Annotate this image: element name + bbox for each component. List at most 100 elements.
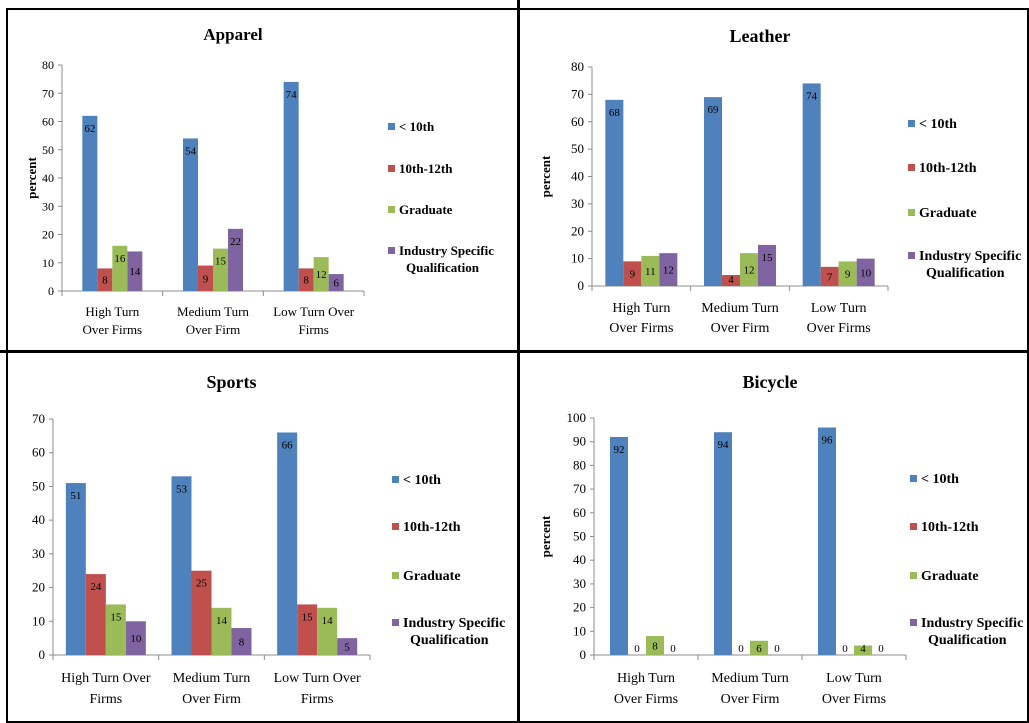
- legend-label: Qualification: [406, 260, 480, 275]
- y-tick-label: 0: [578, 278, 585, 293]
- bar-grade10_12: [97, 268, 113, 291]
- x-tick-label: Over Firm: [182, 692, 241, 707]
- y-tick-label: 70: [42, 86, 54, 100]
- y-tick-label: 40: [573, 552, 586, 567]
- bar-lt10: [283, 81, 299, 291]
- bar-industry: [659, 253, 678, 286]
- data-label: 0: [634, 643, 640, 655]
- x-tick-label: Over Firms: [822, 692, 886, 707]
- data-label: 4: [860, 643, 866, 655]
- legend-label: Graduate: [921, 569, 979, 584]
- bar-grade10_12: [722, 275, 740, 286]
- y-tick-label: 60: [32, 445, 45, 460]
- x-tick-label: Over Firms: [83, 322, 143, 337]
- apparel-chart: Apparel percent 0 10 20 30 40 50 60 70 80 High Turn…: [24, 25, 494, 337]
- y-tick-label: 40: [571, 169, 584, 184]
- bar-industry: [228, 228, 243, 291]
- x-tick-label: Low Turn: [826, 671, 882, 686]
- data-label: 8: [239, 637, 245, 649]
- x-tick-label: Medium Turn: [711, 671, 788, 686]
- legend-swatch: [392, 523, 399, 530]
- y-tick-label: 50: [573, 529, 586, 544]
- y-tick-label: 20: [42, 228, 54, 242]
- legend-swatch: [388, 123, 395, 130]
- legend-swatch: [910, 572, 917, 579]
- y-axis-label: percent: [24, 157, 39, 199]
- y-axis-label: percent: [538, 155, 553, 197]
- y-tick-label: 60: [573, 505, 586, 520]
- data-label: 94: [718, 439, 730, 451]
- bar-lt10: [610, 436, 628, 655]
- bar-industry: [231, 628, 252, 655]
- bar-industry: [758, 244, 776, 286]
- data-label: 8: [652, 641, 658, 653]
- data-label: 12: [744, 265, 755, 277]
- data-label: 53: [176, 483, 188, 495]
- bar-grade10_12: [85, 574, 106, 655]
- legend-label: Industry Specific: [919, 249, 1021, 264]
- sports-chart-panel: Sports 0 10 20 30 40 50 60 70 High Turn Over Firms…: [6, 351, 519, 723]
- legend-label: < 10th: [403, 473, 441, 488]
- data-label: 14: [216, 615, 228, 627]
- y-tick-label: 40: [32, 512, 45, 527]
- x-tick-label: Over Firm: [721, 692, 780, 707]
- bar-graduate: [854, 645, 872, 655]
- legend-swatch: [388, 165, 395, 172]
- legend-label: Industry Specific: [921, 616, 1023, 631]
- data-label: 11: [645, 266, 656, 278]
- y-tick-label: 60: [571, 114, 584, 129]
- bar-graduate: [838, 261, 857, 286]
- vertical-divider: [517, 0, 520, 723]
- data-label: 6: [333, 278, 339, 290]
- y-tick-label: 30: [573, 576, 586, 591]
- y-axis-label: percent: [538, 515, 553, 557]
- leather-chart-panel: Leather percent 0 10 20 30 40 50 60 70 80 High Turn…: [518, 8, 1029, 352]
- x-tick-label: High Turn: [612, 301, 670, 316]
- y-tick-label: 30: [571, 196, 584, 211]
- bar-graduate: [211, 607, 232, 655]
- data-label: 9: [203, 273, 209, 285]
- bicycle-chart: Bicyclepercent0102030405060708090100High…: [538, 372, 1023, 707]
- data-label: 8: [303, 275, 309, 287]
- bar-industry: [125, 621, 146, 655]
- legend-swatch: [392, 572, 399, 579]
- x-tick-label: Over Firms: [609, 321, 673, 336]
- data-label: 74: [286, 89, 298, 101]
- x-tick-label: Medium Turn: [701, 301, 778, 316]
- legend-swatch: [910, 619, 917, 626]
- data-label: 69: [708, 104, 720, 116]
- y-tick-label: 30: [32, 546, 45, 561]
- data-label: 0: [842, 643, 848, 655]
- x-tick-label: Over Firm: [711, 321, 770, 336]
- data-label: 0: [878, 643, 884, 655]
- x-tick-label: Low Turn Over: [273, 304, 355, 319]
- y-tick-label: 80: [42, 58, 54, 72]
- bar-lt10: [183, 138, 198, 291]
- bar-lt10: [704, 97, 722, 286]
- legend-swatch: [910, 475, 917, 482]
- data-label: 15: [762, 252, 774, 264]
- y-tick-label: 70: [571, 86, 584, 101]
- legend-swatch: [908, 252, 915, 259]
- bar-industry: [856, 258, 875, 286]
- y-tick-label: 70: [573, 481, 586, 496]
- legend-label: 10th-12th: [399, 161, 453, 176]
- data-label: 66: [282, 439, 294, 451]
- bar-lt10: [802, 83, 821, 286]
- horizontal-divider: [0, 350, 1029, 353]
- legend-swatch: [908, 209, 915, 216]
- data-label: 54: [185, 145, 197, 157]
- y-tick-label: 90: [573, 434, 586, 449]
- legend-label: Graduate: [919, 206, 977, 221]
- chart-title: Sports: [206, 372, 256, 392]
- data-label: 51: [70, 490, 81, 502]
- data-label: 68: [609, 107, 621, 119]
- y-tick-label: 20: [571, 223, 584, 238]
- legend-label: Qualification: [928, 633, 1007, 648]
- legend-label: Graduate: [399, 202, 453, 217]
- legend-swatch: [388, 206, 395, 213]
- chart-title: Apparel: [203, 25, 262, 44]
- y-tick-label: 10: [32, 613, 45, 628]
- data-label: 10: [860, 267, 872, 279]
- apparel-chart-panel: Apparel percent 0 10 20 30 40 50 60 70 80 High Turn…: [6, 8, 519, 352]
